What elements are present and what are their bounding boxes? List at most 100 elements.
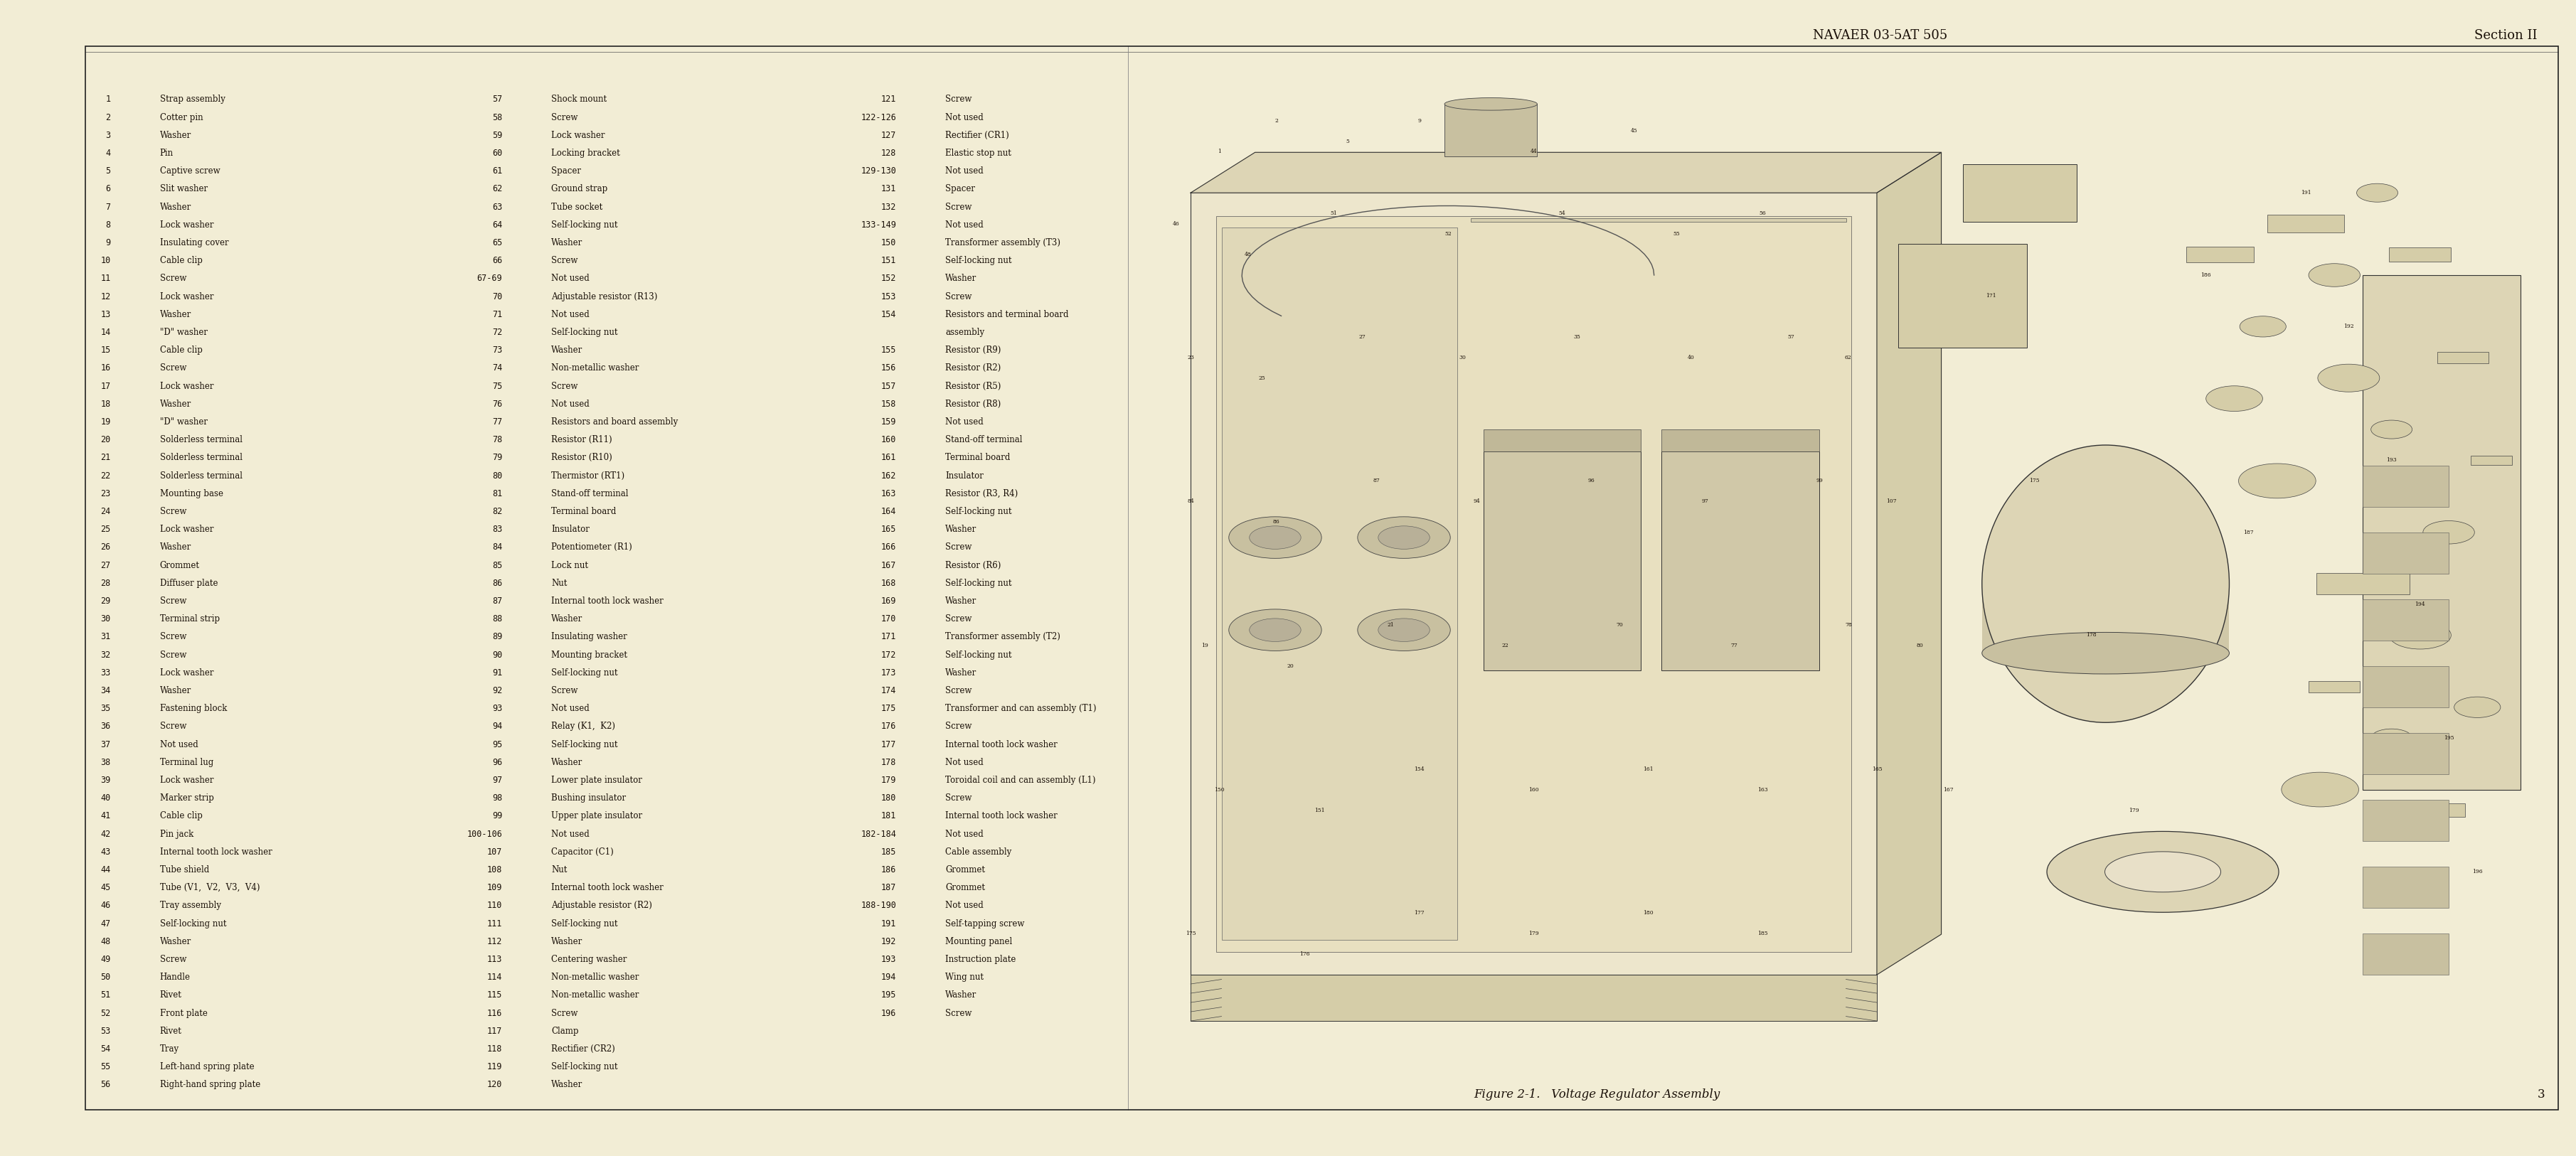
Bar <box>1221 228 1458 940</box>
Text: 196: 196 <box>2473 869 2483 875</box>
Text: 66: 66 <box>492 257 502 265</box>
Text: Resistors and terminal board: Resistors and terminal board <box>945 310 1069 319</box>
Text: 53: 53 <box>100 1027 111 1036</box>
Text: Tray: Tray <box>160 1045 178 1053</box>
Text: 151: 151 <box>881 257 896 265</box>
Text: 25: 25 <box>1260 376 1265 380</box>
Text: 29: 29 <box>100 596 111 606</box>
Text: 78: 78 <box>492 435 502 444</box>
Text: Cable clip: Cable clip <box>160 812 204 821</box>
Text: 54: 54 <box>1558 210 1566 216</box>
Text: 163: 163 <box>881 489 896 498</box>
Text: 88: 88 <box>492 615 502 623</box>
Text: 113: 113 <box>487 955 502 964</box>
Text: Lock washer: Lock washer <box>160 525 214 534</box>
Text: Rivet: Rivet <box>160 991 183 1000</box>
Text: Captive screw: Captive screw <box>160 166 219 176</box>
Text: 86: 86 <box>492 578 502 587</box>
Text: 52: 52 <box>100 1008 111 1017</box>
Text: 58: 58 <box>492 112 502 121</box>
Text: 67-69: 67-69 <box>477 274 502 283</box>
Text: Washer: Washer <box>551 346 582 355</box>
Text: 165: 165 <box>881 525 896 534</box>
Text: Terminal board: Terminal board <box>945 453 1010 462</box>
Text: assembly: assembly <box>945 328 984 336</box>
Bar <box>2362 800 2450 842</box>
Text: 194: 194 <box>881 972 896 981</box>
Text: 163: 163 <box>1757 787 1767 792</box>
Text: Resistor (R10): Resistor (R10) <box>551 453 613 462</box>
Text: Not used: Not used <box>945 417 984 427</box>
Text: 41: 41 <box>100 812 111 821</box>
Text: Handle: Handle <box>160 972 191 981</box>
Text: Washer: Washer <box>551 238 582 247</box>
Text: Self-locking nut: Self-locking nut <box>160 919 227 928</box>
Text: Cable assembly: Cable assembly <box>945 847 1012 857</box>
Text: Screw: Screw <box>160 721 185 731</box>
Text: 193: 193 <box>881 955 896 964</box>
Text: 91: 91 <box>492 668 502 677</box>
Text: Internal tooth lock washer: Internal tooth lock washer <box>160 847 273 857</box>
Text: 152: 152 <box>881 274 896 283</box>
Text: 161: 161 <box>881 453 896 462</box>
Text: 173: 173 <box>881 668 896 677</box>
Text: 18: 18 <box>100 399 111 408</box>
Ellipse shape <box>2048 831 2280 912</box>
Text: 181: 181 <box>881 812 896 821</box>
Text: Washer: Washer <box>551 936 582 946</box>
Text: 9: 9 <box>106 238 111 247</box>
Text: 99: 99 <box>1816 479 1824 483</box>
Text: Non-metallic washer: Non-metallic washer <box>551 991 639 1000</box>
Text: 23: 23 <box>1188 355 1195 361</box>
Text: 8: 8 <box>106 221 111 229</box>
Text: 55: 55 <box>1674 231 1680 237</box>
Text: 84: 84 <box>1188 498 1195 504</box>
Text: 43: 43 <box>100 847 111 857</box>
Text: 80: 80 <box>492 472 502 480</box>
Circle shape <box>2308 264 2360 287</box>
Text: 56: 56 <box>1759 210 1767 216</box>
Text: Pin: Pin <box>160 149 173 157</box>
Text: 176: 176 <box>881 721 896 731</box>
Text: Clamp: Clamp <box>551 1027 580 1036</box>
Text: Insulating cover: Insulating cover <box>160 238 229 247</box>
Circle shape <box>2239 316 2285 338</box>
Text: Tray assembly: Tray assembly <box>160 902 222 910</box>
Text: Insulator: Insulator <box>945 472 984 480</box>
Ellipse shape <box>2105 852 2221 892</box>
Text: Not used: Not used <box>551 310 590 319</box>
Text: Nut: Nut <box>551 865 567 874</box>
Ellipse shape <box>1981 445 2228 722</box>
Bar <box>1471 218 1847 222</box>
Text: 5: 5 <box>1347 139 1350 144</box>
Text: 150: 150 <box>1213 787 1224 792</box>
Text: Solderless terminal: Solderless terminal <box>160 472 242 480</box>
Text: Mounting panel: Mounting panel <box>945 936 1012 946</box>
Text: 54: 54 <box>100 1045 111 1053</box>
Text: 117: 117 <box>487 1027 502 1036</box>
Text: 175: 175 <box>2030 479 2040 483</box>
Polygon shape <box>1190 153 1942 193</box>
Text: 86: 86 <box>1273 519 1280 525</box>
Text: Bushing insulator: Bushing insulator <box>551 793 626 802</box>
Text: Left-hand spring plate: Left-hand spring plate <box>160 1062 255 1072</box>
Circle shape <box>1378 526 1430 549</box>
Bar <box>2308 681 2360 692</box>
Text: Not used: Not used <box>551 274 590 283</box>
Text: 44: 44 <box>1530 149 1538 155</box>
Bar <box>1484 451 1641 670</box>
Text: Spacer: Spacer <box>551 166 582 176</box>
Bar <box>2362 532 2450 573</box>
Text: 115: 115 <box>487 991 502 1000</box>
Text: Self-locking nut: Self-locking nut <box>551 740 618 749</box>
Bar <box>2403 803 2465 817</box>
Text: 9: 9 <box>1417 118 1422 124</box>
Text: 49: 49 <box>100 955 111 964</box>
Text: Resistor (R2): Resistor (R2) <box>945 364 1002 372</box>
Text: Screw: Screw <box>551 686 577 695</box>
Text: 51: 51 <box>1329 210 1337 216</box>
Text: Washer: Washer <box>160 936 191 946</box>
Text: 84: 84 <box>492 543 502 551</box>
Text: 70: 70 <box>1615 622 1623 628</box>
Text: 160: 160 <box>881 435 896 444</box>
